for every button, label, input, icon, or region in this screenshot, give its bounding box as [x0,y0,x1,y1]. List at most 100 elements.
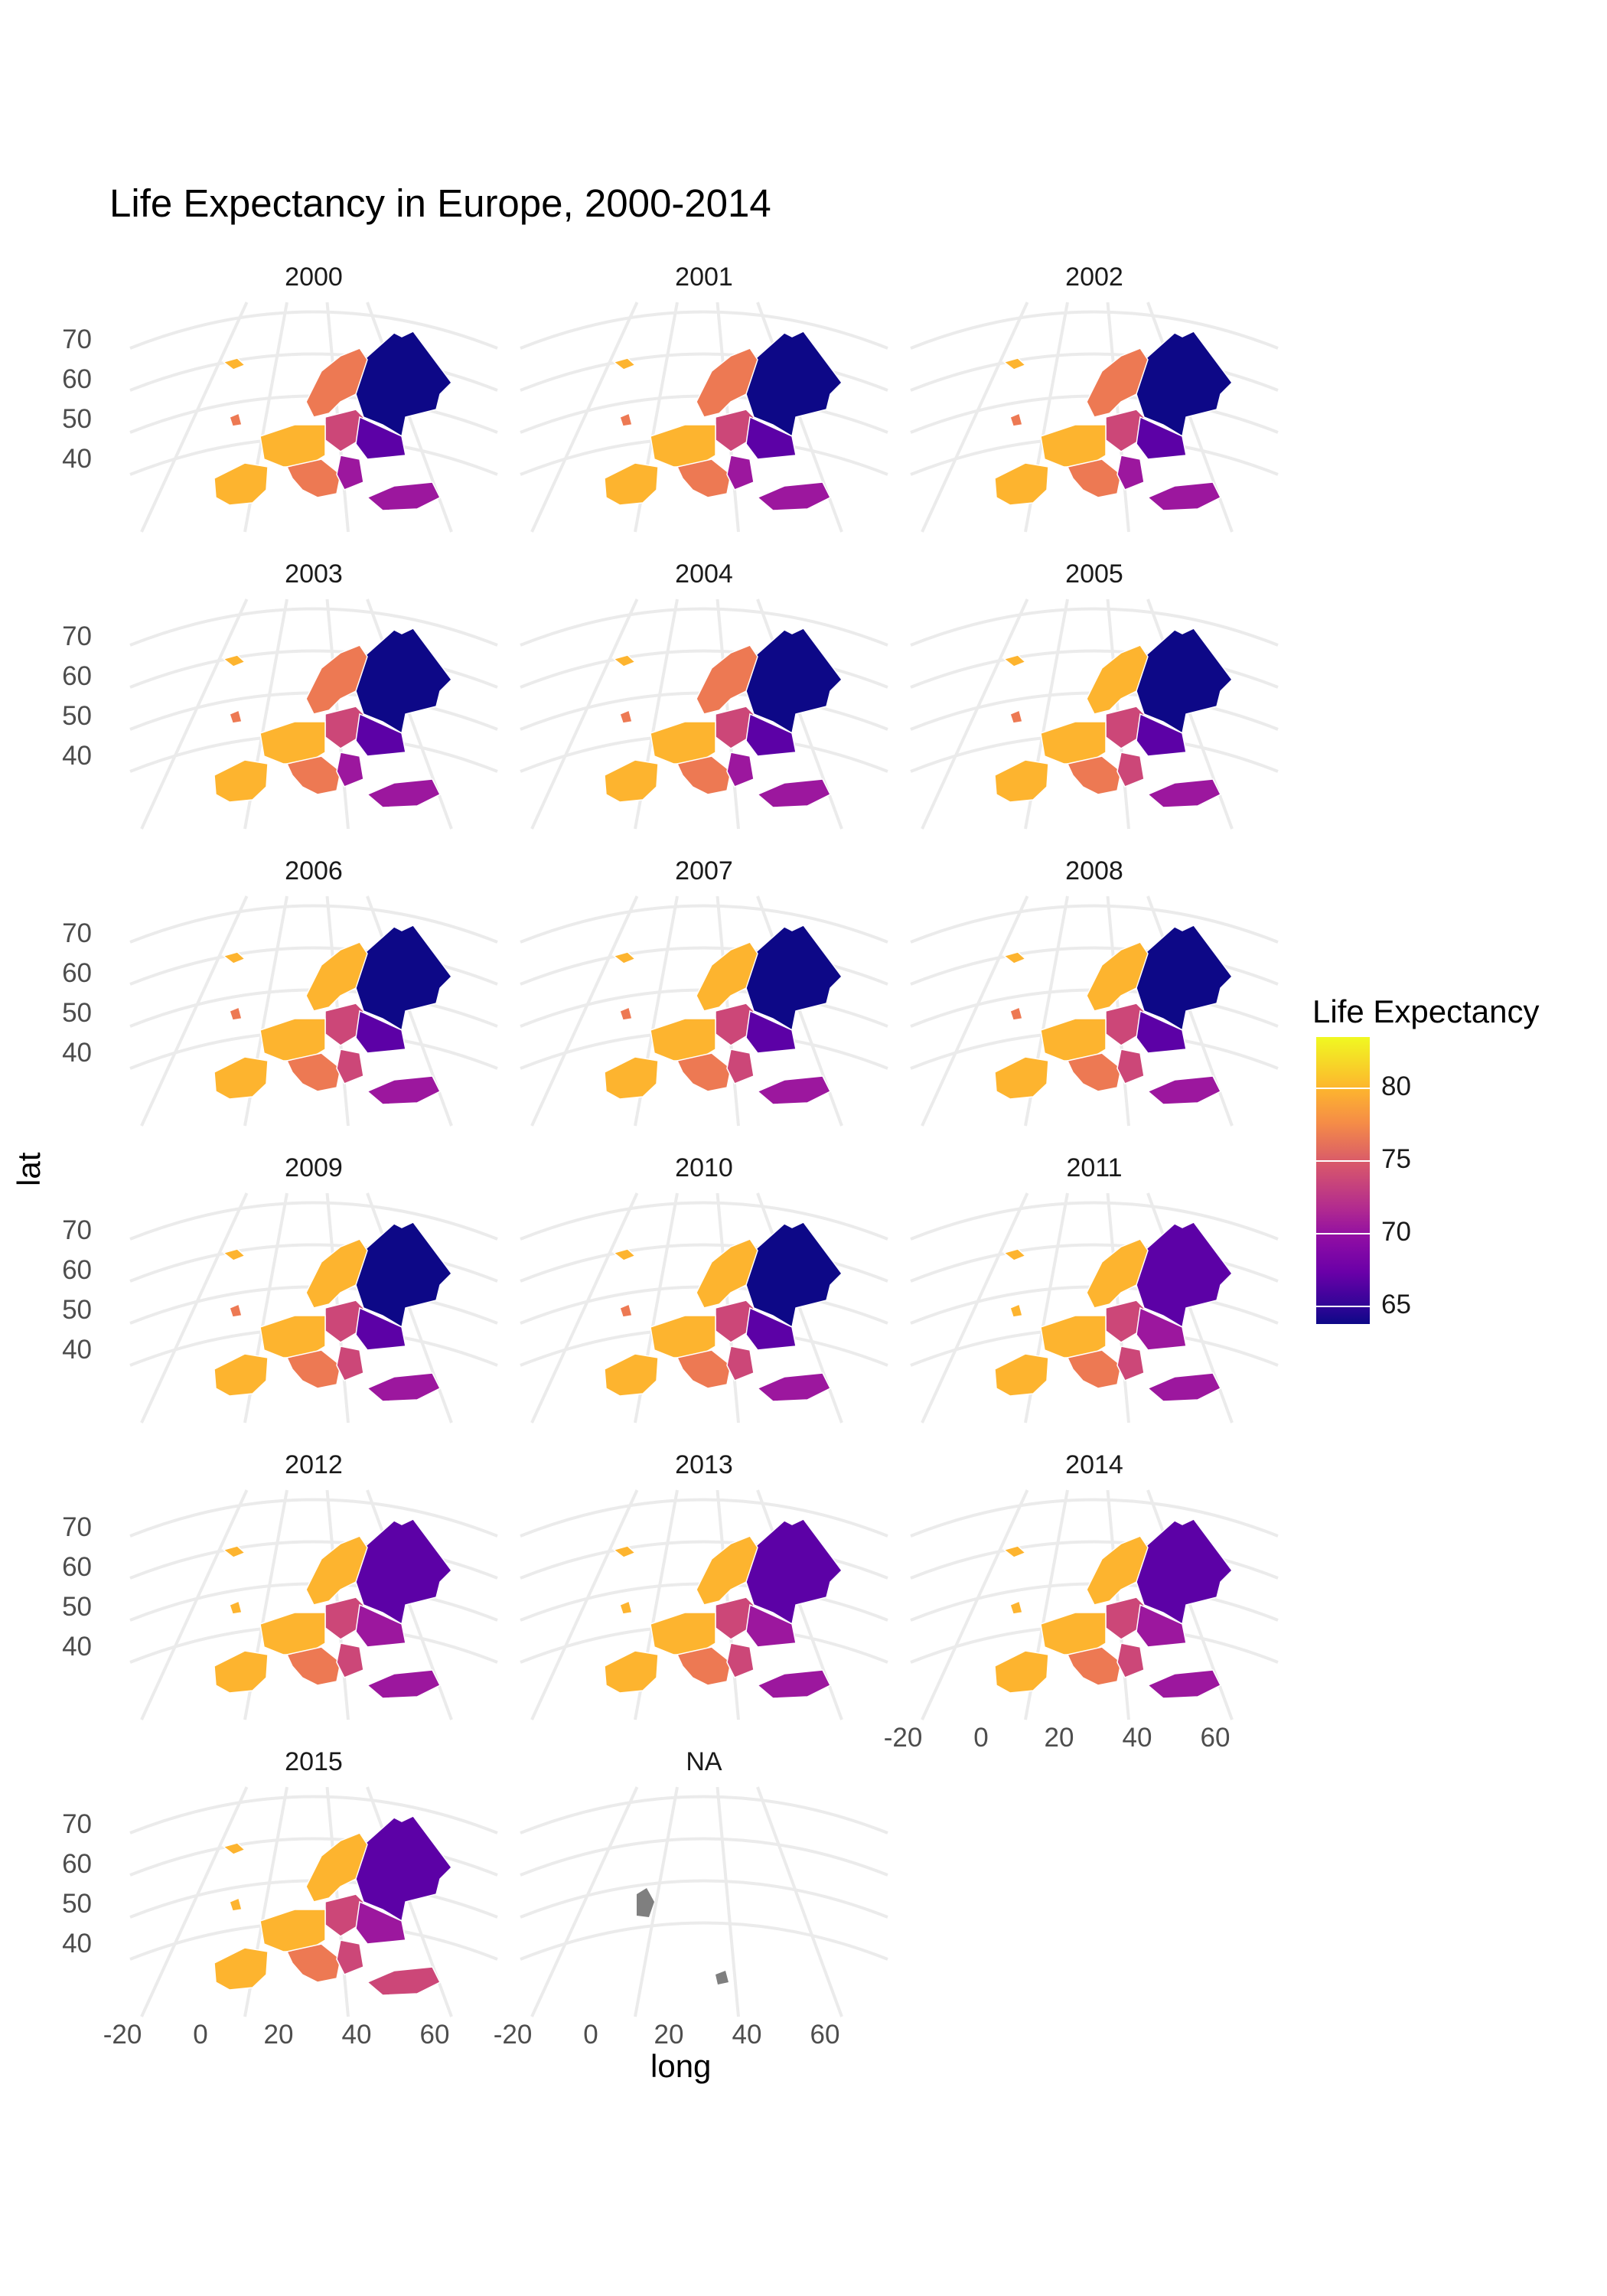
country-region-iberia [214,1056,269,1100]
facet-panel: 2006 70 60 50 40 [62,856,498,1127]
country-region-scandinavia [1086,1535,1149,1606]
country-region-iberia [214,1650,269,1694]
country-region-iberia [214,759,269,803]
country-region-east-strip [1136,1306,1187,1351]
country-region-scandinavia [696,1238,758,1309]
chart-title: Life Expectancy in Europe, 2000-2014 [109,181,771,225]
country-region-balkans-east [1116,1345,1145,1381]
country-region-scandinavia [1086,644,1149,715]
graticule-meridian [921,1192,1029,1424]
y-tick-label: 50 [62,1295,92,1325]
country-region-balkans-east [336,752,364,788]
country-region-scandinavia [696,1535,758,1606]
graticule-parallel [910,352,1279,392]
graticule-parallel [129,649,498,689]
country-region-east-strip [355,713,406,757]
graticule-meridian [140,302,249,533]
country-region-iberia [214,462,269,506]
country-region-ireland [619,1303,633,1318]
country-region-russia [1136,1518,1233,1626]
y-tick-label: 40 [62,1038,92,1068]
country-region-iceland [222,1842,246,1855]
country-region-russia [1136,925,1233,1032]
country-region-iberia [214,1947,269,1991]
x-tick-label: 20 [654,2020,684,2050]
country-region-russia [745,1221,843,1329]
country-region-ireland [619,1600,633,1615]
x-tick-label: 40 [342,2020,372,2050]
country-region-balkans-east [726,455,755,491]
country-region-russia [355,628,452,735]
country-region-russia [1136,331,1233,438]
graticule-parallel [129,1540,498,1580]
country-region-russia [1136,628,1233,735]
legend-label-65: 65 [1381,1290,1411,1319]
y-tick-label: 50 [62,998,92,1028]
facet-panel: 2002 [910,263,1279,533]
legend-colorbar [1316,1037,1370,1324]
graticule-meridian [140,1489,249,1720]
graticule-parallel [520,1243,888,1283]
graticule-parallel [129,607,498,647]
legend-title: Life Expectancy [1312,993,1540,1029]
country-region-east-strip [1136,416,1187,460]
facet-strip-label: 2014 [1065,1450,1123,1479]
graticule-parallel [520,1498,888,1538]
country-region-iberia [994,759,1049,803]
graticule-meridian [140,598,249,830]
country-region-italy-balkans [1066,1349,1122,1389]
country-region-balkans-east [1116,1642,1145,1678]
country-region-ireland [1009,1303,1023,1318]
graticule-parallel [520,904,888,944]
country-region-east-strip [745,713,797,757]
country-region-italy-balkans [676,1052,732,1092]
country-region-iberia [604,759,659,803]
graticule-meridian [530,1489,639,1720]
country-region-iberia [994,1650,1049,1694]
graticule-meridian [530,302,639,533]
country-region-italy-balkans [285,1052,341,1092]
graticule-meridian [140,1192,249,1424]
country-region-russia [355,925,452,1032]
facet-strip-label: 2004 [675,559,733,589]
country-region-iberia [604,1353,659,1397]
country-region-italy-balkans [1066,458,1122,498]
graticule-parallel [520,1795,888,1835]
country-region-scandinavia [1086,941,1149,1012]
graticule-parallel [129,1243,498,1283]
country-region-iceland [222,1545,246,1558]
graticule-parallel [520,352,888,392]
x-tick-label: 0 [583,2020,598,2050]
y-tick-label: 60 [62,661,92,691]
country-region-iberia [214,1353,269,1397]
country-region-east-strip [745,1603,797,1648]
graticule-meridian [634,1786,679,2017]
graticule-meridian [715,1786,740,2017]
country-region-balkans-east [336,1642,364,1678]
country-region-iceland [1002,951,1027,964]
graticule-parallel [520,1921,888,1961]
facet-strip-label: 2001 [675,263,733,292]
country-region-italy-balkans [676,1646,732,1686]
country-region-balkans-east [336,1345,364,1381]
x-tick-label: 40 [732,2020,762,2050]
na-region [637,1888,654,1917]
x-tick-label: 60 [420,2020,450,2050]
country-region-east-strip [355,416,406,460]
facet-strip-label: 2005 [1065,559,1123,589]
graticule-parallel [129,1837,498,1877]
facet-panel: 2010 [520,1153,888,1424]
facet-panel: 2007 [520,856,888,1127]
x-tick-label: 20 [1045,1723,1074,1753]
legend-tick-mark [1316,1306,1370,1307]
y-tick-label: 70 [62,1215,92,1245]
graticule-parallel [910,946,1279,986]
country-region-turkey [1146,778,1222,808]
graticule-parallel [910,1498,1279,1538]
facet-panel: 2014 [910,1450,1279,1720]
country-region-turkey [1146,1372,1222,1402]
facet-strip-label: 2009 [285,1153,343,1182]
country-region-turkey [756,1372,832,1402]
facet-strip-label: 2013 [675,1450,733,1479]
